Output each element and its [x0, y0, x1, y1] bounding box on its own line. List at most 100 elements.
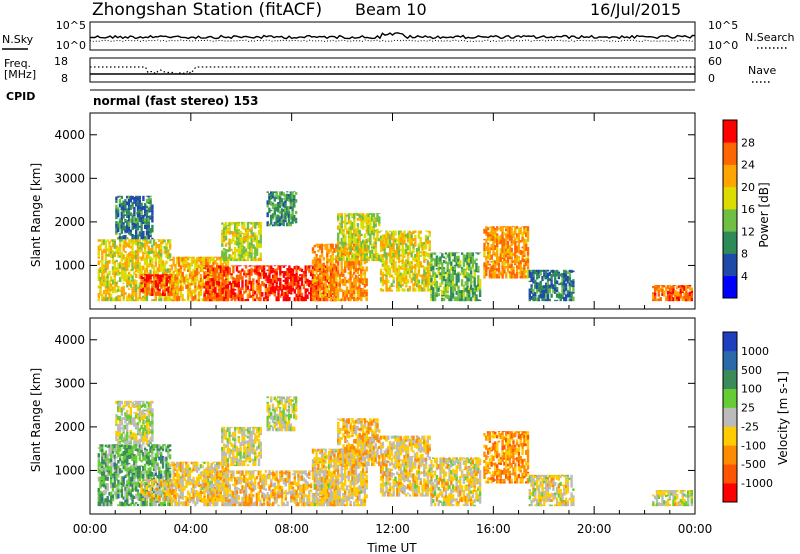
heatmap-cell — [97, 293, 100, 299]
heatmap-cell — [194, 285, 197, 289]
heatmap-cell — [478, 252, 482, 254]
heatmap-cell — [333, 283, 336, 287]
heatmap-cell — [433, 296, 437, 302]
heatmap-cell — [466, 272, 469, 274]
heatmap-cell — [138, 234, 141, 237]
heatmap-cell — [514, 260, 517, 264]
heatmap-cell — [510, 235, 513, 237]
heatmap-cell — [342, 255, 345, 258]
heatmap-cell — [319, 279, 322, 281]
heatmap-cell — [483, 247, 486, 251]
heatmap-cell — [372, 229, 376, 233]
heatmap-cell — [448, 273, 451, 278]
heatmap-cell — [353, 213, 356, 217]
heatmap-cell — [363, 215, 367, 219]
heatmap-cell — [147, 444, 150, 447]
heatmap-cell — [417, 255, 421, 259]
heatmap-cell — [374, 256, 377, 259]
heatmap-cell — [655, 289, 659, 292]
heatmap-cell — [441, 294, 444, 297]
heatmap-cell — [168, 470, 172, 474]
heatmap-cell — [160, 458, 163, 464]
heatmap-cell — [473, 286, 476, 289]
heatmap-cell — [110, 453, 113, 459]
heatmap-cell — [144, 221, 147, 224]
heatmap-cell — [179, 269, 183, 274]
heatmap-cell — [138, 249, 141, 253]
heatmap-cell — [149, 215, 152, 218]
heatmap-cell — [291, 191, 294, 195]
heatmap-cell — [284, 291, 287, 297]
heatmap-cell — [135, 202, 138, 207]
heatmap-cell — [115, 223, 118, 228]
heatmap-cell — [441, 267, 444, 271]
heatmap-cell — [127, 256, 131, 258]
heatmap-cell — [552, 273, 555, 277]
heatmap-cell — [111, 269, 115, 274]
heatmap-cell — [275, 281, 278, 285]
heatmap-cell — [113, 297, 116, 302]
heatmap-cell — [250, 233, 253, 239]
heatmap-cell — [239, 270, 242, 276]
heatmap-cell — [144, 413, 147, 415]
heatmap-cell — [512, 233, 515, 236]
heatmap-cell — [225, 291, 228, 297]
heatmap-cell — [226, 266, 230, 271]
heatmap-cell — [448, 278, 451, 282]
heatmap-cell — [176, 272, 179, 275]
heatmap-cell — [135, 292, 138, 295]
heatmap-cell — [167, 276, 170, 279]
heatmap-cell — [138, 450, 141, 454]
heatmap-cell — [392, 232, 395, 235]
heatmap-cell — [192, 276, 195, 281]
heatmap-cell — [499, 235, 502, 238]
heatmap-cell — [326, 245, 329, 250]
heatmap-cell — [353, 233, 356, 236]
heatmap-cell — [508, 238, 512, 241]
heatmap-cell — [129, 212, 132, 216]
heatmap-cell — [147, 471, 150, 474]
heatmap-cell — [165, 456, 168, 461]
heatmap-cell — [244, 237, 248, 242]
heatmap-cell — [532, 288, 535, 294]
heatmap-cell — [224, 221, 228, 227]
heatmap-cell — [435, 255, 439, 261]
heatmap-cell — [149, 504, 152, 507]
heatmap-cell — [126, 210, 129, 215]
heatmap-cell — [490, 229, 493, 235]
heatmap-cell — [521, 250, 524, 255]
heatmap-cell — [275, 219, 278, 225]
heatmap-cell — [144, 224, 147, 229]
heatmap-cell — [408, 273, 412, 279]
heatmap-cell — [160, 470, 163, 474]
heatmap-cell — [197, 284, 201, 288]
heatmap-cell — [165, 271, 168, 276]
heatmap-cell — [396, 288, 399, 292]
heatmap-cell — [221, 265, 224, 267]
heatmap-cell — [122, 249, 125, 252]
heatmap-cell — [129, 434, 132, 439]
heatmap-cell — [183, 256, 186, 262]
heatmap-cell — [515, 237, 519, 240]
heatmap-cell — [210, 275, 213, 277]
heatmap-cell — [468, 253, 471, 258]
heatmap-cell — [97, 453, 100, 458]
heatmap-cell — [539, 290, 542, 294]
heatmap-cell — [426, 266, 430, 270]
heatmap-cell — [315, 259, 318, 262]
heatmap-cell — [515, 245, 519, 250]
heatmap-cell — [337, 237, 340, 242]
heatmap-cell — [108, 470, 111, 474]
heatmap-cell — [535, 297, 539, 302]
heatmap-cell — [442, 275, 446, 282]
heatmap-cell — [138, 239, 141, 242]
heatmap-cell — [167, 249, 170, 254]
heatmap-cell — [304, 299, 307, 302]
heatmap-cell — [217, 275, 221, 277]
heatmap-cell — [506, 245, 510, 249]
heatmap-cell — [392, 268, 395, 273]
heatmap-cell — [181, 297, 184, 302]
heatmap-cell — [129, 429, 132, 432]
heatmap-cell — [154, 284, 158, 288]
heatmap-cell — [221, 296, 224, 302]
